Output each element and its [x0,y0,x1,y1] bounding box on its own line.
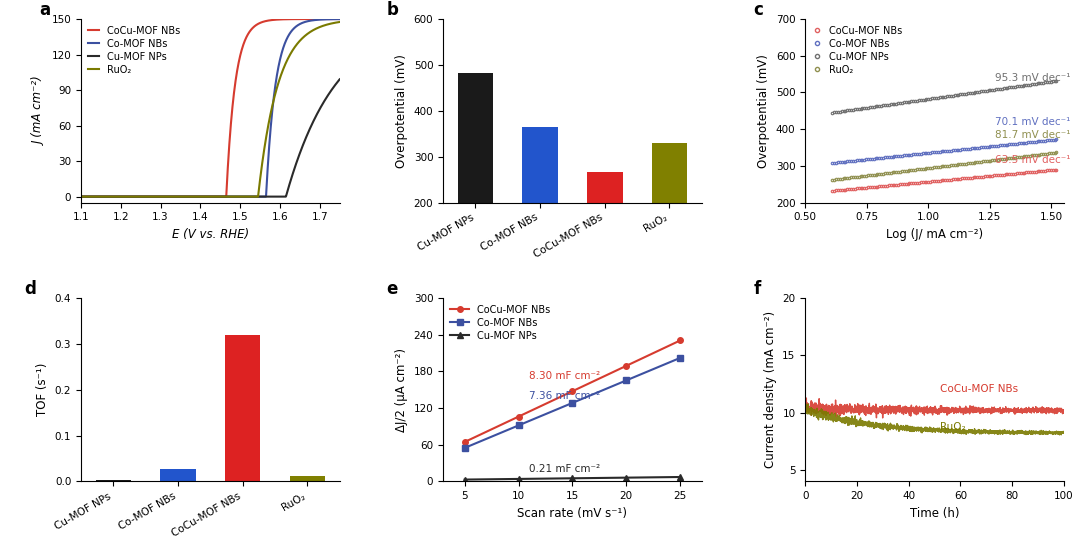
Text: 0.21 mF cm⁻²: 0.21 mF cm⁻² [529,464,600,474]
Legend: CoCu-MOF NBs, Co-MOF NBs, Cu-MOF NPs: CoCu-MOF NBs, Co-MOF NBs, Cu-MOF NPs [448,303,552,343]
Bar [523,127,558,202]
Text: 63.5 mV dec⁻¹: 63.5 mV dec⁻¹ [995,155,1070,165]
X-axis label: Time (h): Time (h) [909,506,959,520]
Text: 7.36 mF cm⁻²: 7.36 mF cm⁻² [529,391,600,401]
Y-axis label: Overpotential (mV): Overpotential (mV) [757,54,770,168]
Text: f: f [754,280,760,298]
Text: CoCu-MOF NBs: CoCu-MOF NBs [940,384,1017,394]
Bar [225,335,260,481]
Y-axis label: TOF (s⁻¹): TOF (s⁻¹) [37,363,50,416]
Text: e: e [387,280,397,298]
Text: b: b [387,2,399,20]
Bar [586,172,622,202]
Text: a: a [40,2,51,20]
Bar [458,73,494,202]
Y-axis label: J (mA cm⁻²): J (mA cm⁻²) [33,76,46,145]
Text: d: d [24,280,36,298]
X-axis label: Log (J/ mA cm⁻²): Log (J/ mA cm⁻²) [886,228,983,241]
Y-axis label: ΔJ/2 (μA cm⁻²): ΔJ/2 (μA cm⁻²) [395,348,408,432]
Text: 8.30 mF cm⁻²: 8.30 mF cm⁻² [529,370,600,381]
Legend: CoCu-MOF NBs, Co-MOF NBs, Cu-MOF NPs, RuO₂: CoCu-MOF NBs, Co-MOF NBs, Cu-MOF NPs, Ru… [86,24,183,77]
X-axis label: Scan rate (mV s⁻¹): Scan rate (mV s⁻¹) [517,506,627,520]
Text: c: c [754,2,764,20]
Y-axis label: Current density (mA cm⁻²): Current density (mA cm⁻²) [764,311,777,468]
Bar [95,480,131,481]
Text: 95.3 mV dec⁻¹: 95.3 mV dec⁻¹ [995,73,1070,83]
Y-axis label: Overpotential (mV): Overpotential (mV) [395,54,408,168]
Text: RuO₂: RuO₂ [940,422,966,432]
Legend: CoCu-MOF NBs, Co-MOF NBs, Cu-MOF NPs, RuO₂: CoCu-MOF NBs, Co-MOF NBs, Cu-MOF NPs, Ru… [810,24,905,77]
Bar [289,477,325,481]
Text: 81.7 mV dec⁻¹: 81.7 mV dec⁻¹ [995,131,1070,140]
Text: 70.1 mV dec⁻¹: 70.1 mV dec⁻¹ [995,118,1070,127]
Bar [651,143,687,202]
Bar [160,468,195,481]
X-axis label: E (V vs. RHE): E (V vs. RHE) [172,228,248,241]
